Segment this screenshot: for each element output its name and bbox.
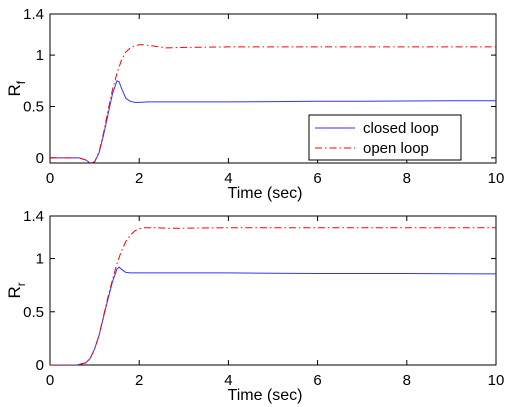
legend-box [308,114,462,161]
axes-frame [49,215,497,366]
x-tick-label: 2 [135,372,143,389]
x-tick-label: 6 [313,372,321,389]
x-axis-label: Time (sec) [228,185,303,202]
y-axis-label-subscript: f [14,80,28,84]
legend: closed loop open loop [308,114,462,161]
x-tick-label: 0 [46,170,54,187]
series-line-open-loop [50,227,496,365]
y-axis-label-main: R [5,286,24,298]
x-tick-label: 2 [135,170,143,187]
series-line-closed-loop [50,266,496,365]
series-line-open-loop [50,44,496,163]
y-axis-label: Rr [5,282,28,298]
x-tick-label: 6 [313,170,321,187]
series-line-closed-loop [50,80,496,163]
x-tick-label: 10 [488,170,505,187]
y-tick-label: 1.4 [23,6,44,23]
legend-label-closed-loop: closed loop [363,120,439,137]
y-axis-label-main: R [5,84,24,96]
x-tick-label: 10 [488,372,505,389]
y-tick-label: 0.5 [23,98,44,115]
y-tick-label: 0 [36,357,44,374]
y-axis-label: Rf [5,80,28,96]
x-axis-label: Time (sec) [228,387,303,404]
y-axis-label-subscript: r [14,282,28,286]
x-tick-label: 4 [224,372,232,389]
x-tick-label: 8 [403,372,411,389]
y-tick-label: 1 [36,251,44,268]
legend-label-open-loop: open loop [363,140,429,157]
chart-panel-1: 0 2 4 6 8 10 0 0.5 1 1.4 Time (sec) Rf closed loop op… [5,6,504,202]
y-tick-label: 1 [36,47,44,64]
axes-frame [49,13,497,164]
y-tick-label: 0.5 [23,304,44,321]
x-tick-label: 8 [403,170,411,187]
y-tick-label: 1.4 [23,208,44,225]
x-tick-label: 4 [224,170,232,187]
y-tick-label: 0 [36,150,44,167]
chart-panel-2: 0 2 4 6 8 10 0 0.5 1 1.4 Time (sec) Rr [5,208,504,404]
x-tick-label: 0 [46,372,54,389]
